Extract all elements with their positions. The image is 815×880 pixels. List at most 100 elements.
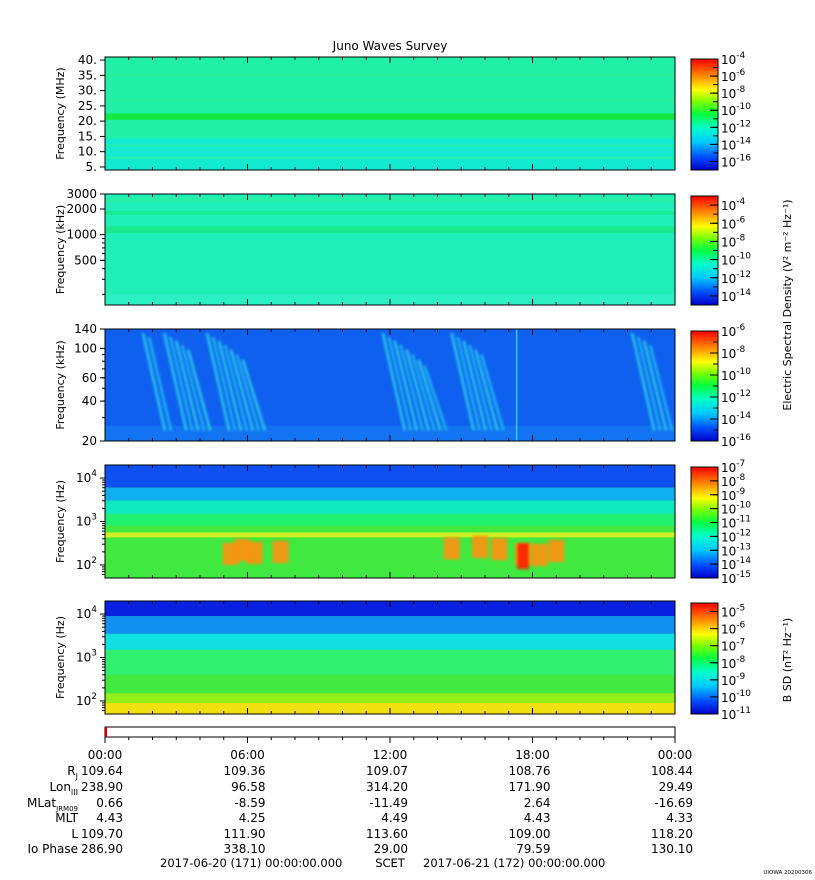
colorbar-tick-label: 10-11 [721, 515, 751, 531]
colorbar-tick-label: 10-12 [721, 528, 751, 544]
colorbar-tick-label: 10-9 [721, 672, 746, 688]
panel-khz_low: 140 100 60 40 20 Frequency (kHz) [54, 322, 676, 448]
xtick-label: 18:00 [515, 748, 550, 762]
colorbar-tick-label: 10-8 [721, 345, 746, 361]
ytick-label: 102 [76, 692, 97, 708]
ylabel: Frequency (MHz) [54, 67, 67, 159]
colorbar-tick-label: 10-5 [721, 604, 745, 620]
ytick-label: 40 [82, 394, 97, 408]
ephemeris-label: Io Phase [27, 842, 78, 856]
xtick-label: 00:00 [88, 748, 123, 762]
xtick-label: 12:00 [373, 748, 408, 762]
ytick-label: 20. [78, 114, 97, 128]
time-strip-marker [105, 727, 107, 737]
colorbar-tick-label: 10-6 [721, 323, 746, 339]
colorbar-tick-label: 10-13 [721, 542, 751, 558]
ephemeris-value: -11.49 [369, 796, 408, 810]
colorbar-tick-label: 10-16 [721, 153, 751, 169]
ephemeris-value: 286.90 [81, 842, 123, 856]
colorbar-tick-label: 10-10 [721, 102, 751, 118]
ephemeris-value: 108.76 [509, 764, 551, 778]
ephemeris-value: 171.90 [509, 780, 551, 794]
magnetic-colorbar-title: B SD (nT² Hz⁻¹) [781, 618, 794, 702]
colorbar-tick-label: 10-14 [721, 556, 751, 572]
ephemeris-value: 0.66 [96, 796, 123, 810]
ytick-label: 140 [74, 322, 97, 336]
colorbar-tick-label: 10-8 [721, 655, 746, 671]
ephemeris-value: 314.20 [366, 780, 408, 794]
ephemeris-value: 118.20 [651, 827, 693, 841]
ytick-label: 500 [74, 253, 97, 267]
colorbar-tick-label: 10-14 [721, 411, 751, 427]
ephemeris-value: 2.64 [524, 796, 551, 810]
ytick-label: 35. [78, 68, 97, 82]
colorbar-tick-label: 10-9 [721, 487, 746, 503]
colorbar-tick-label: 10-14 [721, 136, 751, 152]
ephemeris-value: 130.10 [651, 842, 693, 856]
footer-end: 2017-06-21 (172) 00:00:00.000 [423, 856, 605, 870]
ephemeris-value: 79.59 [516, 842, 550, 856]
ephemeris-value: 111.90 [224, 827, 266, 841]
ephemeris-value: 108.44 [651, 764, 693, 778]
ytick-label: 1000 [66, 228, 97, 242]
ytick-label: 103 [76, 649, 97, 665]
colorbar-tick-label: 10-6 [721, 215, 746, 231]
ytick-label: 25. [78, 99, 97, 113]
colorbar-hz_e: 10-710-810-910-1010-1110-1210-1310-1410-… [690, 459, 751, 586]
ytick-label: 10. [78, 145, 97, 159]
ephemeris-value: 4.33 [666, 811, 693, 825]
colorbar-tick-label: 10-4 [721, 51, 746, 67]
ylabel: Frequency (Hz) [54, 480, 67, 563]
ephemeris-label: RJ [67, 764, 78, 781]
xtick-label: 06:00 [230, 748, 265, 762]
ephemeris-value: 109.70 [81, 827, 123, 841]
ytick-label: 20 [82, 434, 97, 448]
ytick-label: 2000 [66, 202, 97, 216]
ephemeris-value: 109.07 [366, 764, 408, 778]
colorbar-tick-label: 10-14 [721, 288, 751, 304]
colorbar-tick-label: 10-8 [721, 473, 746, 489]
colorbar-khz_low: 10-6 10-8 10-10 10-12 10-14 10-16 [690, 323, 751, 449]
ephemeris-value: -8.59 [234, 796, 265, 810]
ephemeris-value: 109.00 [509, 827, 551, 841]
colorbar-tick-label: 10-12 [721, 119, 751, 135]
ytick-label: 5. [86, 160, 97, 174]
footer-scet: SCET [375, 856, 406, 870]
ytick-label: 3000 [66, 187, 97, 201]
ephemeris-value: 4.43 [524, 811, 551, 825]
ephemeris-value: 113.60 [366, 827, 408, 841]
ephemeris-label: MLT [55, 811, 78, 825]
ytick-label: 102 [76, 556, 97, 572]
ytick-label: 104 [76, 469, 97, 485]
colorbar-tick-label: 10-10 [721, 252, 751, 268]
ephemeris-value: 338.10 [224, 842, 266, 856]
ephemeris-value: 4.49 [381, 811, 408, 825]
ephemeris-value: 29.00 [374, 842, 408, 856]
ephemeris-label: MLatJRM09 [27, 796, 78, 813]
colorbar-tick-label: 10-15 [721, 570, 751, 586]
colorbar-khz_high: 10-4 10-6 10-8 10-10 10-12 10-14 [690, 195, 751, 306]
ephemeris-value: 4.43 [96, 811, 123, 825]
panel-mhz: 40.35. 30.25.20.15. 10.5. Frequency (MHz) [54, 53, 676, 174]
colorbar-tick-label: 10-6 [721, 68, 746, 84]
footer-start: 2017-06-20 (171) 00:00:00.000 [160, 856, 342, 870]
time-strip [104, 726, 676, 738]
panel-hz_e: 104 103 102 Frequency (Hz) [54, 464, 676, 579]
ephemeris-value: 29.49 [659, 780, 693, 794]
ephemeris-label: LonIII [50, 780, 79, 797]
colorbar-tick-label: 10-16 [721, 433, 751, 449]
ytick-label: 104 [76, 605, 97, 621]
ytick-label: 40. [78, 53, 97, 67]
colorbar-tick-label: 10-12 [721, 270, 751, 286]
colorbar-tick-label: 10-4 [721, 197, 746, 213]
ephemeris-value: 238.90 [81, 780, 123, 794]
ytick-label: 100 [74, 341, 97, 355]
electric-colorbar-title: Electric Spectral Density (V² m⁻² Hz⁻¹) [781, 199, 794, 410]
ytick-label: 30. [78, 84, 97, 98]
colorbar-tick-label: 10-10 [721, 689, 751, 705]
colorbar-tick-label: 10-12 [721, 389, 751, 405]
ytick-label: 60 [82, 371, 97, 385]
